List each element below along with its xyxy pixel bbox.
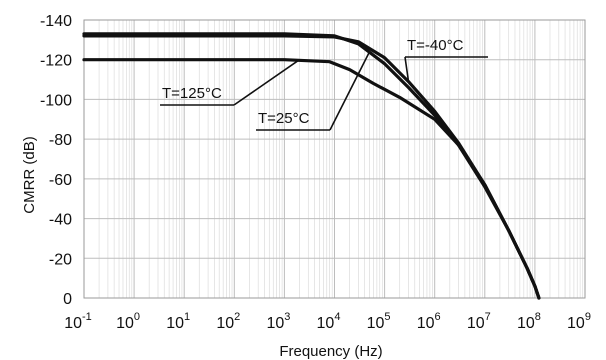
series-label: T=25°C: [258, 110, 310, 127]
y-tick-label: -40: [49, 212, 72, 229]
y-tick-label: -80: [49, 132, 72, 149]
series-layer: [82, 32, 541, 300]
y-axis-title: CMRR (dB): [21, 136, 38, 214]
series-line: [82, 58, 541, 300]
x-tick-label: 107: [467, 311, 491, 332]
x-tick-label: 109: [567, 311, 591, 332]
grid: [83, 19, 586, 299]
x-tick-label: 100: [116, 311, 140, 332]
x-tick-label: 10-1: [64, 311, 92, 332]
label-leader-line: [404, 56, 410, 82]
y-tick-label: -140: [40, 13, 72, 30]
x-tick-label: 103: [266, 311, 290, 332]
y-tick-label: 0: [63, 291, 72, 308]
y-tick-label: -120: [40, 53, 72, 70]
x-tick-label: 108: [517, 311, 541, 332]
series-label: T=-40°C: [407, 37, 464, 54]
plot-frame: [83, 19, 586, 299]
x-tick-label: 104: [317, 311, 341, 332]
y-tick-label: -60: [49, 172, 72, 189]
x-tick-label: 102: [216, 311, 240, 332]
axes: 10-1 100 101 102 103 104 105 106 107 108 109 -140 -1…: [40, 13, 591, 332]
x-tick-label: 101: [166, 311, 190, 332]
x-axis-title: Frequency (Hz): [279, 343, 382, 360]
series-label: T=125°C: [162, 85, 222, 102]
label-leader-line: [233, 59, 300, 106]
x-tick-label: 105: [367, 311, 391, 332]
y-tick-label: -20: [49, 251, 72, 268]
label-leader-line: [329, 51, 371, 131]
y-tick-label: -100: [40, 92, 72, 109]
x-tick-label: 106: [417, 311, 441, 332]
annotations: T=-40°C T=125°C T=25°C: [160, 37, 488, 131]
